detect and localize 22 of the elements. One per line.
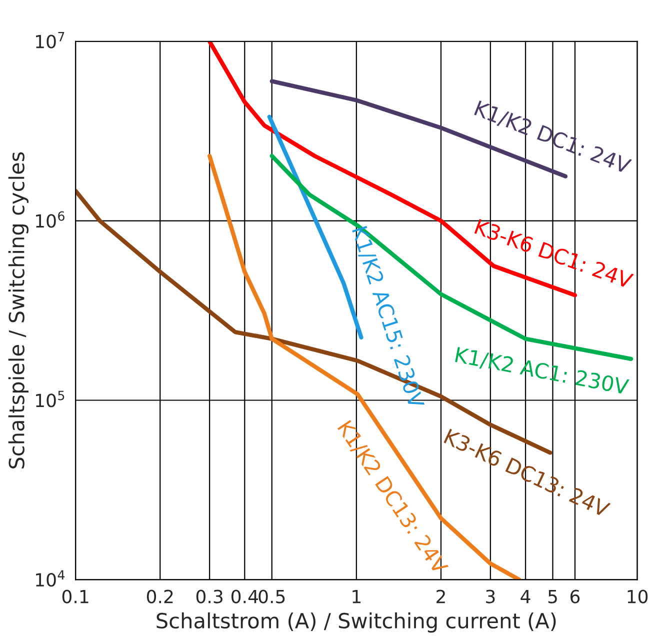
x-tick-label: 6 [570, 590, 580, 604]
y-axis-title: Schaltspiele / Switching cycles [8, 152, 28, 468]
x-tick-label: 4 [520, 590, 530, 604]
x-tick-label: 1 [352, 590, 360, 604]
x-axis-title: Schaltstrom (A) / Switching current (A) [156, 612, 556, 633]
y-tick-label: 10$^{6}$ [36, 211, 64, 228]
text: K1/K2 AC1: 230V [454, 346, 630, 396]
text: K1/K2 AC15: 230V [350, 226, 425, 410]
x-tick-label: 2 [436, 590, 445, 604]
x-tick-label: 0.5 [258, 590, 285, 604]
text: K3-K6 DC1: 24V [474, 218, 634, 289]
y-tick-label: 10$^{5}$ [36, 390, 64, 408]
y-tick-label: 10$^{4}$ [36, 570, 65, 587]
x-tick-label: 0.2 [146, 590, 173, 604]
x-tick-label: 10 [628, 590, 648, 604]
x-tick-label: 0.4 [231, 590, 258, 604]
y-tick-label: 10$^{7}$ [36, 32, 64, 48]
text: K1/K2 DC1: 24V [473, 100, 632, 176]
x-tick-label: 5 [548, 590, 557, 604]
x-tick-label: 0.1 [62, 590, 88, 604]
x-tick-label: 3 [486, 590, 495, 604]
x-tick-label: 0.3 [196, 590, 222, 604]
